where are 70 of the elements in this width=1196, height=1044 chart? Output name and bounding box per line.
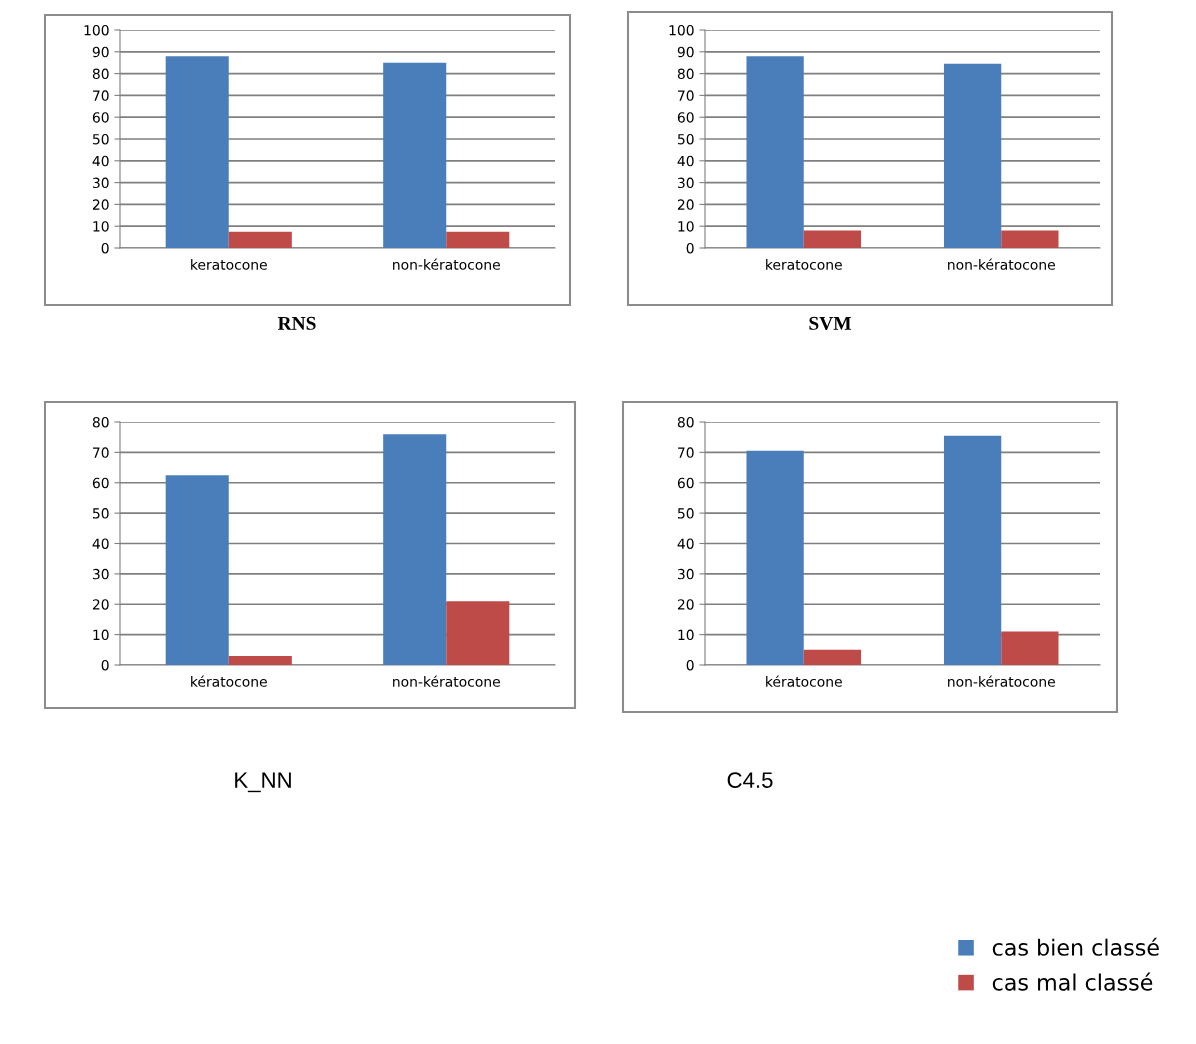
bar (1001, 230, 1059, 248)
bar (803, 649, 862, 665)
y-tick-label: 60 (677, 112, 694, 123)
bar (746, 56, 804, 248)
y-tick-label: 40 (677, 155, 694, 167)
y-tick-label: 20 (677, 199, 694, 210)
y-tick-label: 0 (686, 242, 694, 254)
y-tick-label: 10 (678, 629, 694, 641)
x-tick-label: kératocone (766, 675, 842, 687)
y-tick-label: 50 (677, 508, 694, 519)
y-tick-label: 70 (93, 90, 109, 101)
y-tick-label: 60 (92, 477, 109, 489)
x-tick-label: non-kératocone (393, 675, 500, 687)
y-tick-label: 60 (92, 112, 109, 123)
y-tick-label: 30 (92, 568, 109, 580)
bar (228, 655, 292, 665)
y-tick-label: 50 (92, 133, 109, 145)
y-tick-label: 50 (92, 508, 109, 519)
bar (383, 434, 447, 665)
x-tick-label: keratocone (191, 259, 267, 270)
x-tick-label: non-kératocone (393, 258, 500, 270)
y-tick-label: 10 (93, 629, 109, 641)
y-tick-label: 30 (92, 177, 109, 189)
bar (943, 63, 1002, 248)
y-tick-label: 70 (678, 447, 694, 458)
y-tick-label: 0 (686, 659, 694, 671)
y-tick-label: 20 (92, 199, 109, 210)
bar (383, 62, 447, 248)
y-tick-label: 70 (93, 447, 109, 458)
y-tick-label: 30 (677, 568, 694, 580)
text: RNS (277, 316, 316, 330)
y-tick-label: 10 (678, 221, 694, 232)
x-tick-label: kératocone (191, 675, 267, 687)
y-tick-label: 0 (101, 659, 109, 671)
x-tick-label: non-kératocone (948, 258, 1055, 270)
text: C4.5 (727, 772, 773, 788)
y-tick-label: 80 (92, 68, 109, 80)
bar (446, 231, 510, 248)
y-tick-label: 20 (92, 599, 109, 610)
text: K_NN (235, 772, 291, 793)
y-tick-label: 70 (678, 90, 694, 101)
y-tick-label: 100 (669, 24, 694, 36)
bar (1001, 631, 1059, 665)
y-tick-label: 80 (677, 416, 694, 428)
bar (746, 450, 804, 665)
text: SVM (809, 316, 852, 330)
x-tick-label: keratocone (766, 259, 842, 270)
y-tick-label: 80 (677, 68, 694, 80)
y-tick-label: 40 (677, 538, 694, 549)
y-tick-label: 90 (92, 46, 109, 58)
y-tick-label: 20 (677, 599, 694, 610)
bar (446, 601, 510, 665)
bar (228, 231, 292, 248)
bar (165, 56, 229, 248)
y-tick-label: 90 (677, 46, 694, 58)
legend-label: cas bien classé (992, 937, 1159, 956)
y-tick-label: 50 (677, 133, 694, 145)
x-tick-label: non-kératocone (948, 675, 1055, 687)
y-tick-label: 40 (92, 155, 109, 167)
y-tick-label: 40 (92, 538, 109, 549)
y-tick-label: 0 (101, 242, 109, 254)
legend-label: cas mal classé (992, 972, 1153, 991)
bar (165, 475, 229, 665)
bar (803, 230, 862, 248)
y-tick-label: 10 (93, 221, 109, 232)
y-tick-label: 80 (92, 416, 109, 428)
y-tick-label: 60 (677, 477, 694, 489)
y-tick-label: 100 (84, 24, 109, 36)
bar (943, 435, 1002, 665)
y-tick-label: 30 (677, 177, 694, 189)
